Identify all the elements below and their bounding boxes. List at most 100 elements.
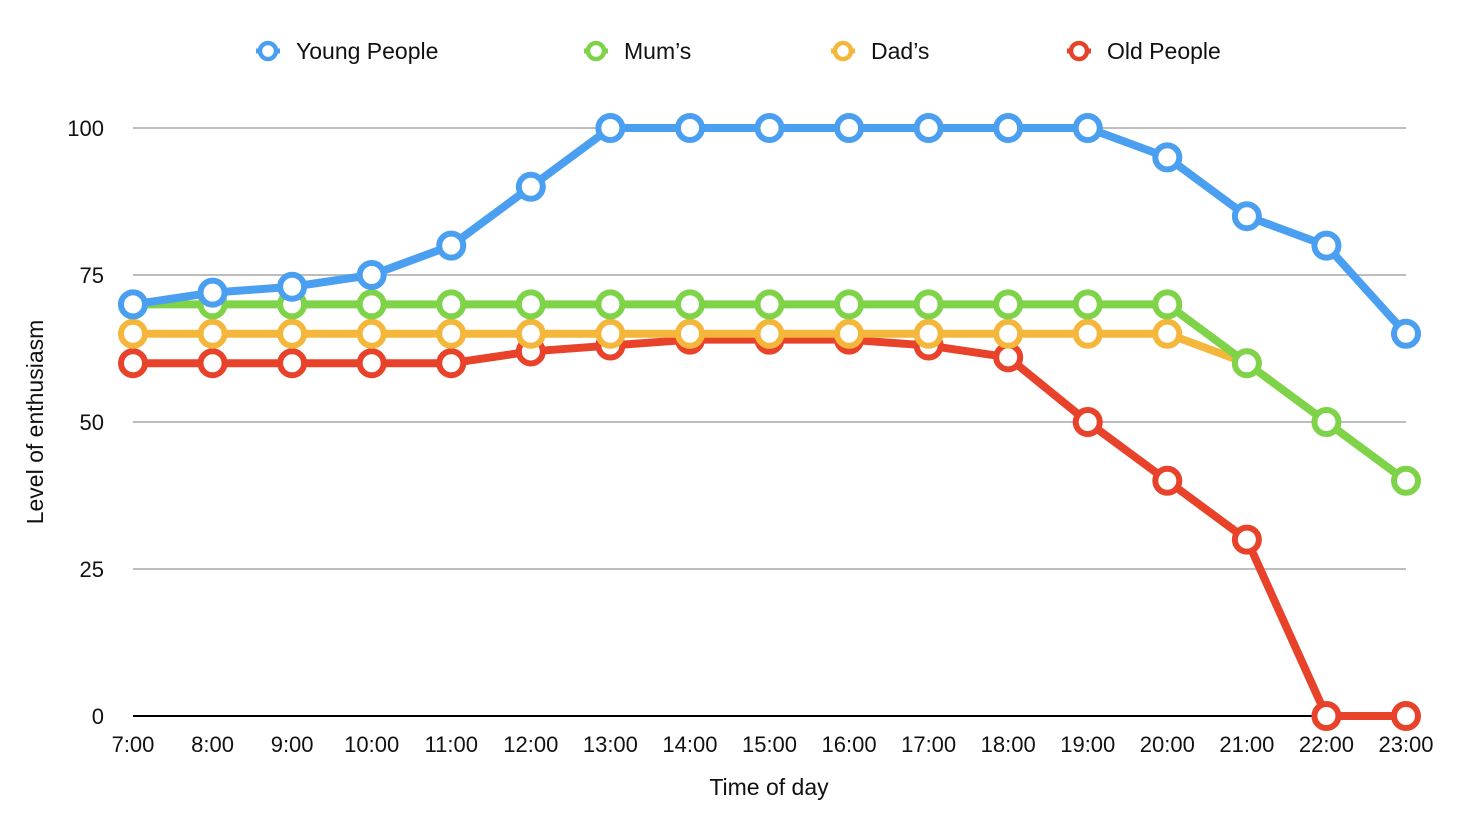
y-axis-ticks: 0 25 50 75 100	[67, 116, 104, 729]
legend-swatch-marker	[1068, 40, 1090, 62]
series-group	[118, 113, 1421, 349]
data-point	[515, 318, 546, 349]
series-line	[129, 335, 1410, 720]
x-axis-title: Time of day	[709, 774, 829, 800]
data-point	[1072, 318, 1103, 349]
data-point	[356, 260, 387, 290]
data-point	[1231, 348, 1262, 379]
x-tick-label: 8:00	[191, 732, 234, 757]
data-point	[913, 113, 944, 143]
data-point	[118, 289, 148, 320]
x-tick-label: 10:00	[344, 732, 399, 757]
x-tick-label: 12:00	[503, 732, 558, 757]
data-point	[1391, 701, 1421, 731]
data-point	[1231, 524, 1262, 555]
legend: Young People Mum’s Dad’s Old People	[256, 38, 1221, 64]
data-point	[913, 289, 944, 320]
data-point	[595, 113, 626, 143]
data-point	[1152, 289, 1183, 320]
x-tick-label: 19:00	[1060, 732, 1115, 757]
data-point	[834, 289, 865, 320]
x-tick-label: 15:00	[742, 732, 797, 757]
data-point	[834, 113, 865, 143]
x-tick-label: 16:00	[822, 732, 877, 757]
data-point	[674, 318, 705, 349]
x-tick-label: 9:00	[271, 732, 314, 757]
data-point	[993, 113, 1024, 143]
data-point	[595, 289, 626, 320]
legend-label: Young People	[296, 38, 438, 64]
data-point	[277, 271, 308, 302]
data-point	[436, 289, 467, 320]
series-group	[118, 324, 1421, 731]
x-tick-label: 22:00	[1299, 732, 1354, 757]
data-point	[436, 230, 467, 261]
data-point	[1072, 289, 1103, 320]
data-point	[1072, 113, 1103, 143]
x-tick-label: 17:00	[901, 732, 956, 757]
data-point	[754, 289, 785, 320]
data-point	[515, 171, 546, 202]
data-point	[515, 289, 546, 320]
y-tick-label: 100	[67, 116, 104, 141]
data-point	[197, 277, 228, 308]
data-point	[1391, 465, 1421, 496]
x-tick-label: 14:00	[662, 732, 717, 757]
y-tick-label: 0	[92, 704, 104, 729]
data-point	[595, 318, 626, 349]
legend-item: Young People	[256, 38, 438, 64]
data-point	[913, 318, 944, 349]
x-tick-label: 7:00	[112, 732, 155, 757]
data-point	[1311, 701, 1342, 731]
data-point	[356, 348, 387, 379]
data-point	[118, 348, 148, 379]
x-tick-label: 13:00	[583, 732, 638, 757]
data-point	[1152, 142, 1183, 173]
data-point	[118, 318, 148, 349]
y-tick-label: 25	[80, 557, 104, 582]
x-tick-label: 18:00	[981, 732, 1036, 757]
legend-swatch-marker	[832, 40, 854, 62]
data-point	[754, 113, 785, 143]
y-axis-title: Level of enthusiasm	[22, 320, 48, 525]
x-tick-label: 21:00	[1219, 732, 1274, 757]
legend-item: Dad’s	[831, 38, 929, 64]
data-point	[993, 342, 1024, 373]
legend-swatch-marker	[585, 40, 607, 62]
x-tick-label: 23:00	[1378, 732, 1433, 757]
data-point	[754, 318, 785, 349]
data-point	[1391, 318, 1421, 349]
series-group	[118, 318, 1262, 379]
data-point	[674, 113, 705, 143]
data-point	[436, 318, 467, 349]
data-point	[277, 348, 308, 379]
data-point	[1311, 230, 1342, 261]
series-lines	[118, 113, 1421, 731]
x-axis-ticks: 7:00 8:00 9:00 10:00 11:00 12:00 13:00 14:00 15:…	[112, 732, 1434, 757]
legend-item: Mum’s	[584, 38, 691, 64]
legend-label: Old People	[1107, 38, 1221, 64]
data-point	[1072, 407, 1103, 437]
x-tick-label: 11:00	[425, 732, 478, 757]
y-tick-label: 75	[80, 263, 104, 288]
data-point	[356, 289, 387, 320]
legend-label: Dad’s	[871, 38, 929, 64]
data-point	[1231, 201, 1262, 232]
data-point	[197, 318, 228, 349]
data-point	[674, 289, 705, 320]
gridlines	[133, 127, 1406, 717]
data-point	[277, 318, 308, 349]
legend-swatch-marker	[257, 40, 279, 62]
data-point	[1152, 318, 1183, 349]
x-tick-label: 20:00	[1140, 732, 1195, 757]
y-tick-label: 50	[80, 410, 104, 435]
data-point	[1152, 465, 1183, 496]
data-point	[197, 348, 228, 379]
data-point	[993, 289, 1024, 320]
data-point	[1311, 407, 1342, 437]
legend-label: Mum’s	[624, 38, 691, 64]
data-point	[356, 318, 387, 349]
series-group	[118, 289, 1421, 496]
